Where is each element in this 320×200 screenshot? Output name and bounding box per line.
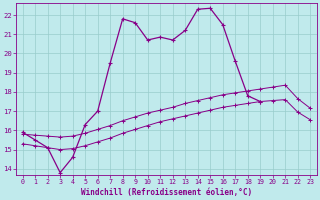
X-axis label: Windchill (Refroidissement éolien,°C): Windchill (Refroidissement éolien,°C) [81, 188, 252, 197]
